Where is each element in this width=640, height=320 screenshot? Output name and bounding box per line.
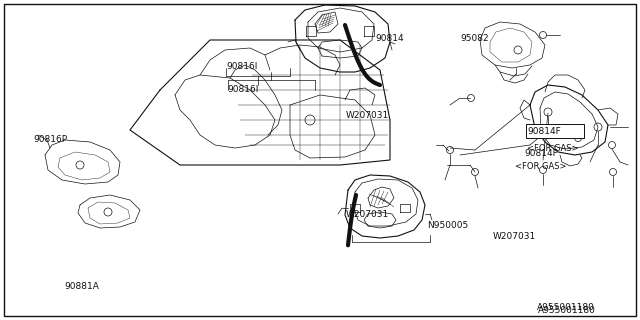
Text: W207031: W207031	[493, 232, 536, 241]
Text: 95082: 95082	[461, 34, 490, 43]
Text: 90881A: 90881A	[64, 282, 99, 291]
Text: <FOR GAS>: <FOR GAS>	[515, 162, 566, 171]
Text: W207031: W207031	[346, 210, 389, 219]
Text: 90814: 90814	[376, 34, 404, 43]
Text: N950005: N950005	[428, 221, 468, 230]
Text: 90814F: 90814F	[527, 126, 561, 135]
Text: <FOR GAS>: <FOR GAS>	[527, 143, 579, 153]
Text: W207031: W207031	[346, 111, 389, 120]
Text: A955001180: A955001180	[537, 303, 595, 313]
Text: 90816I: 90816I	[226, 61, 257, 70]
Text: 90816P: 90816P	[33, 135, 67, 144]
Bar	[526, 124, 584, 138]
Text: 90816I: 90816I	[227, 85, 259, 94]
Text: A955001180: A955001180	[538, 306, 595, 315]
Text: 90814F: 90814F	[525, 149, 559, 158]
